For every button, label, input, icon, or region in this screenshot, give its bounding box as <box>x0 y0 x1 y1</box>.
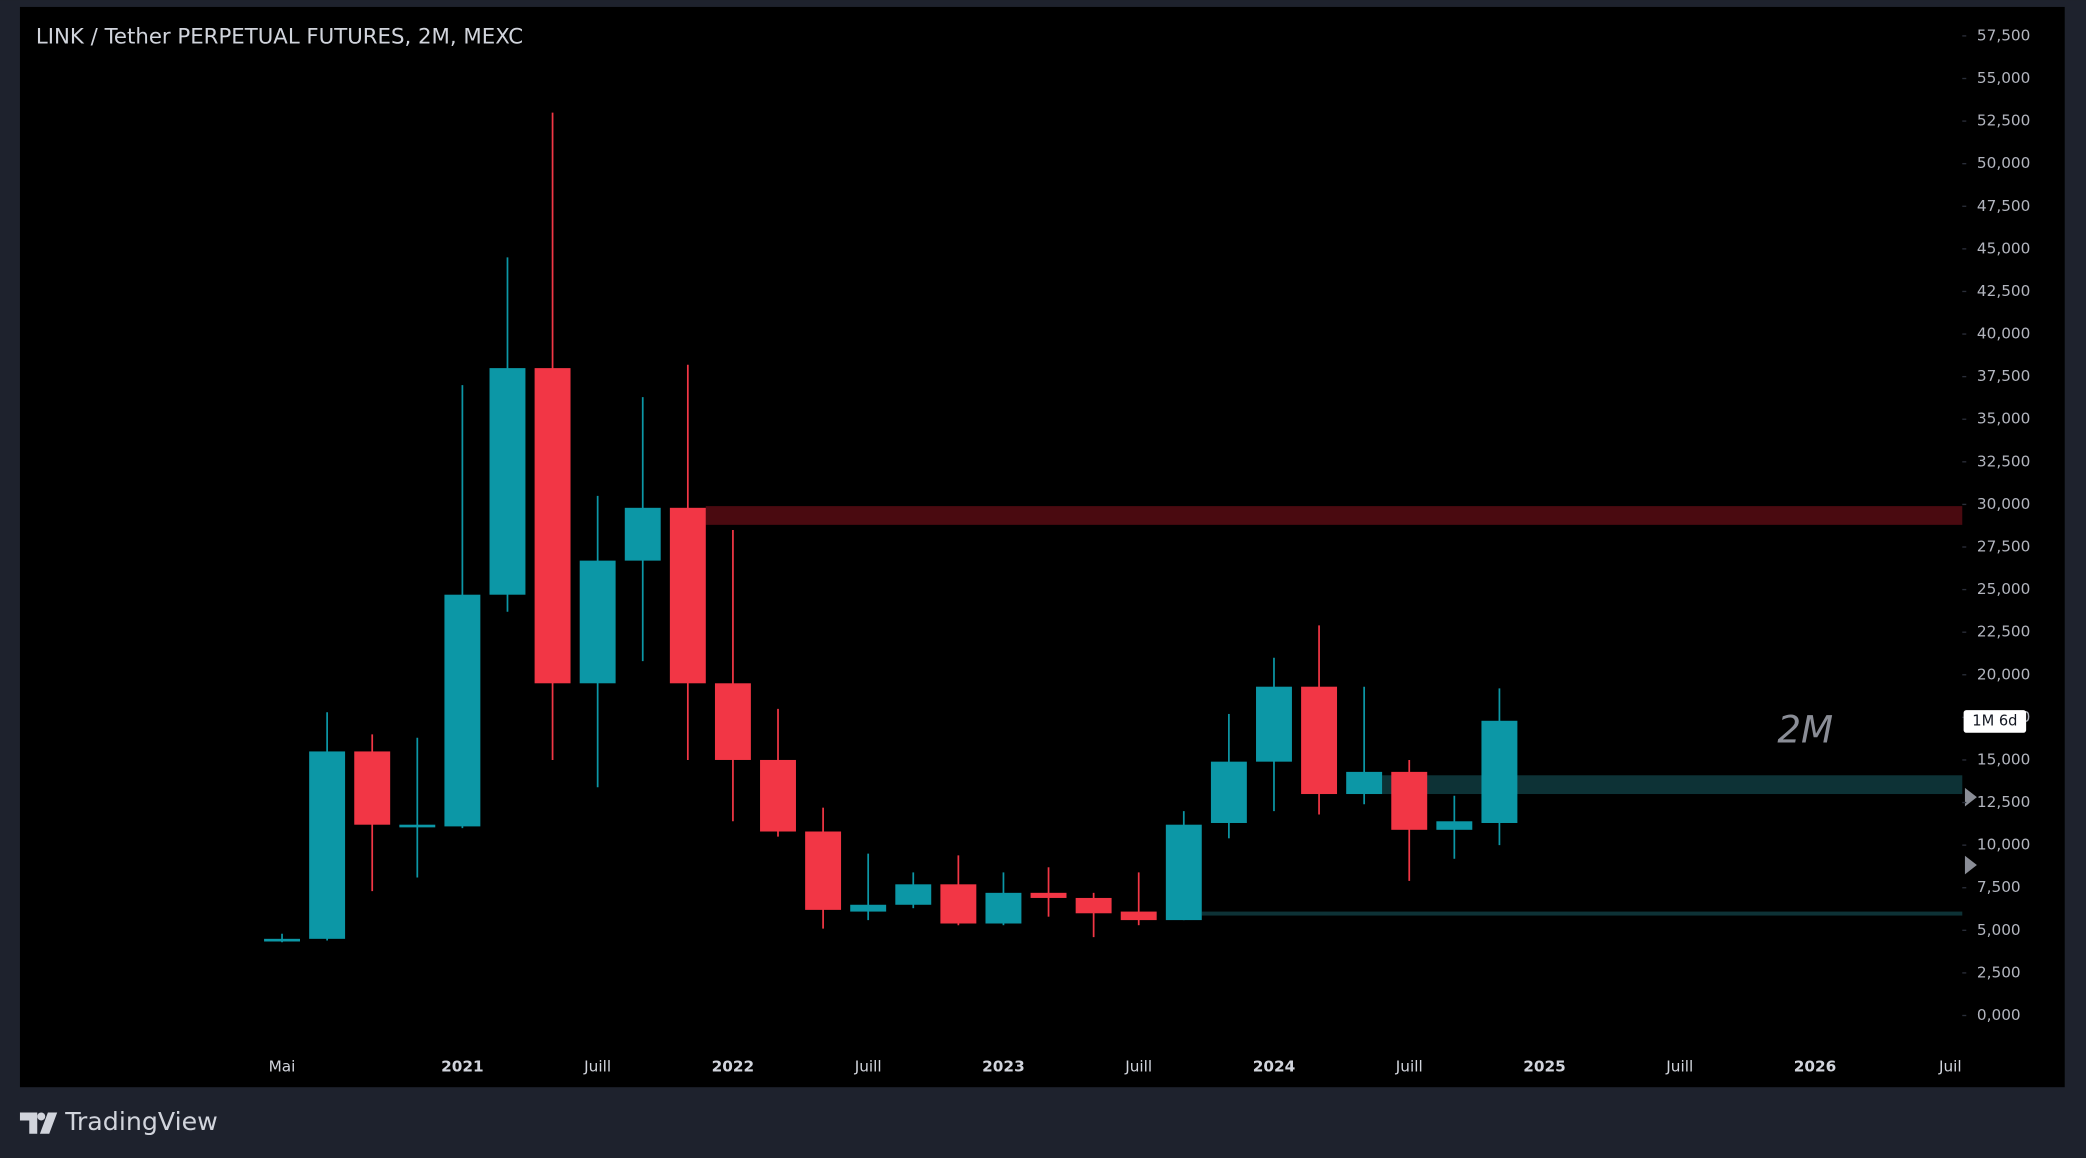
x-tick-label: Juill <box>854 1058 882 1076</box>
y-tick-label: 22,500 <box>1977 623 2030 641</box>
y-tick-label: 12,500 <box>1977 793 2030 811</box>
candle-body <box>1120 911 1157 921</box>
candle-body <box>1256 686 1292 762</box>
candle-body <box>1481 720 1518 823</box>
x-tick-label: 2023 <box>982 1058 1025 1076</box>
candle-body <box>985 892 1022 924</box>
price-marker <box>1964 787 1977 807</box>
candle-body <box>399 824 436 828</box>
y-tick-label: 7,500 <box>1977 878 2021 896</box>
candle-body <box>760 759 796 832</box>
y-tick-label: 27,500 <box>1977 537 2030 555</box>
x-tick-label: Juill <box>1665 1058 1693 1076</box>
candle-body <box>309 751 346 939</box>
candle-body <box>805 831 842 910</box>
countdown: 1M 6d <box>1972 712 2017 729</box>
x-tick-label: 2025 <box>1523 1058 1566 1076</box>
y-tick-label: 47,500 <box>1977 197 2030 215</box>
zone <box>705 506 1963 525</box>
candle-body <box>1210 761 1247 823</box>
y-tick-label: 42,500 <box>1977 282 2030 300</box>
y-tick-label: 35,000 <box>1977 410 2030 428</box>
candle-body <box>1391 771 1428 830</box>
y-tick-label: 20,000 <box>1977 665 2030 683</box>
candle-body <box>534 368 571 684</box>
logo-dot <box>37 1112 46 1121</box>
y-tick-label: 50,000 <box>1977 154 2030 172</box>
annotation: 2M <box>1777 707 1833 751</box>
x-tick-label: 2021 <box>441 1058 484 1076</box>
brand[interactable]: TradingView <box>64 1107 218 1136</box>
x-tick-label: Juil <box>1938 1058 1962 1076</box>
candle-body <box>850 904 887 912</box>
candle-body <box>1165 824 1202 921</box>
y-tick-label: 25,000 <box>1977 580 2030 598</box>
candle-body <box>264 938 300 942</box>
chart-panel <box>19 6 2065 1088</box>
candle-body <box>444 594 481 827</box>
x-tick-label: Juill <box>1395 1058 1423 1076</box>
y-tick-label: 55,000 <box>1977 69 2030 87</box>
candle-body <box>669 507 706 684</box>
y-tick-label: 32,500 <box>1977 452 2030 470</box>
zone <box>1201 911 1963 916</box>
x-tick-label: Mai <box>269 1058 296 1076</box>
plot <box>264 112 1963 943</box>
x-tick-label: 2026 <box>1794 1058 1837 1076</box>
price-marker <box>1964 855 1977 875</box>
chart-title: LINK / Tether PERPETUAL FUTURES, 2M, MEX… <box>36 25 523 50</box>
candle-body <box>940 884 977 924</box>
candle-body <box>489 368 526 595</box>
y-tick-label: 37,500 <box>1977 367 2030 385</box>
logo <box>19 1112 58 1134</box>
x-tick-label: 2024 <box>1253 1058 1296 1076</box>
candle-body <box>624 507 661 561</box>
candle-body <box>579 560 616 684</box>
y-tick-label: 2,500 <box>1977 963 2021 981</box>
candle-body <box>354 751 391 825</box>
x-tick-label: 2022 <box>712 1058 755 1076</box>
candle-body <box>1436 821 1473 830</box>
y-tick-label: 57,500 <box>1977 26 2030 44</box>
x-tick-label: Juill <box>1124 1058 1152 1076</box>
candle-body <box>1030 892 1067 898</box>
y-tick-label: 45,000 <box>1977 239 2030 257</box>
y-tick-label: 30,000 <box>1977 495 2030 513</box>
zone <box>1382 775 1963 795</box>
y-tick-label: 15,000 <box>1977 750 2030 768</box>
logo-icon <box>19 1112 58 1134</box>
y-tick-label: 10,000 <box>1977 836 2030 854</box>
y-tick-label: 5,000 <box>1977 921 2021 939</box>
candle-body <box>1301 686 1338 795</box>
candle-body <box>1346 771 1383 795</box>
y-tick-label: 52,500 <box>1977 112 2030 130</box>
y-tick-label: 40,000 <box>1977 325 2030 343</box>
y-tick-label: 0,000 <box>1977 1006 2021 1024</box>
candle-body <box>714 683 751 760</box>
candle-body <box>1075 897 1112 914</box>
countdown-box <box>1963 710 2027 733</box>
x-tick-label: Juill <box>583 1058 611 1076</box>
candle-body <box>895 884 932 905</box>
